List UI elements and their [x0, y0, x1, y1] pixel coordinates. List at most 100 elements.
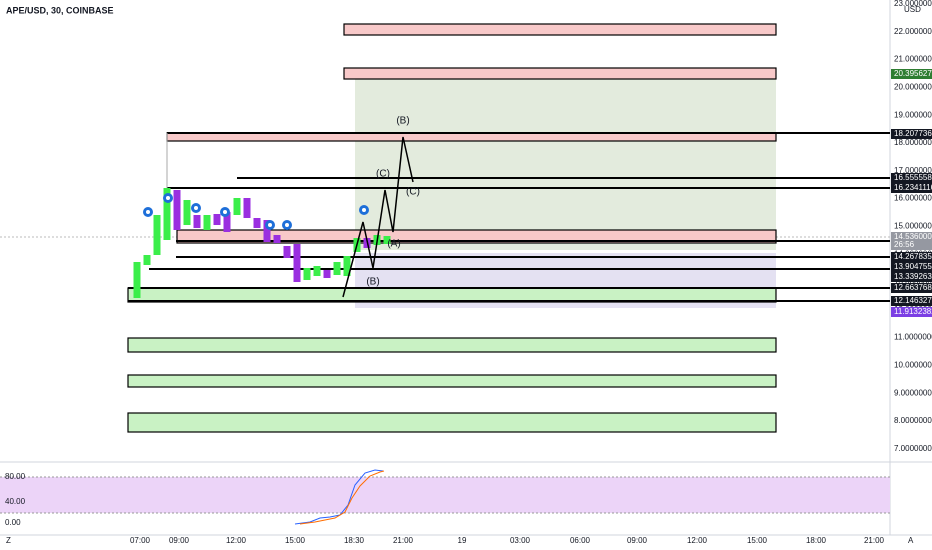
price-tag-bg — [891, 69, 932, 79]
time-tick-label: 09:00 — [627, 536, 648, 545]
time-tick-label: 09:00 — [169, 536, 190, 545]
time-tick-label: 21:00 — [864, 536, 885, 545]
wave-label: (B) — [396, 116, 409, 127]
candle — [233, 198, 241, 215]
candle — [193, 215, 201, 228]
zone-box — [127, 412, 777, 433]
zone-box — [176, 229, 777, 244]
candle — [203, 215, 211, 230]
price-tag-bg — [891, 296, 932, 306]
time-tick-label: 12:00 — [226, 536, 247, 545]
time-tick-label: 15:00 — [285, 536, 306, 545]
candle — [303, 268, 311, 280]
price-tag: 11.91323820 — [894, 307, 932, 316]
candle — [243, 198, 251, 218]
signal-dot — [362, 208, 366, 212]
indicator-tick-label: 40.00 — [5, 497, 26, 506]
price-tag: 14.53600000 — [894, 232, 932, 241]
candle — [333, 262, 341, 275]
symbol-title: APE/USD, 30, COINBASE — [6, 5, 114, 15]
time-tick-label: 15:00 — [747, 536, 768, 545]
candle — [213, 214, 221, 225]
price-tick-label: 21.00000000 — [894, 55, 932, 64]
corner-right[interactable]: A — [908, 536, 914, 545]
candle — [173, 190, 181, 230]
indicator-tick-label: 80.00 — [5, 472, 26, 481]
time-tick-label: 06:00 — [570, 536, 591, 545]
price-tick-label: 11.00000000 — [894, 333, 932, 342]
zone-box — [166, 132, 777, 142]
wave-label: (A) — [387, 239, 400, 250]
stoch-d — [299, 470, 385, 525]
price-tag-bg — [891, 183, 932, 193]
price-tag-bg — [891, 129, 932, 139]
price-tag: 12.14632764 — [894, 296, 932, 305]
price-tick-label: 19.00000000 — [894, 110, 932, 119]
price-tag-bg — [891, 173, 932, 183]
candle — [133, 262, 141, 298]
time-tick-label: 19 — [458, 536, 467, 545]
zone-box — [127, 337, 777, 353]
price-tag: 14.26783578 — [894, 252, 932, 261]
candle — [383, 236, 391, 244]
currency-label: USD — [904, 5, 921, 14]
price-tick-label: 8.00000000 — [894, 416, 932, 425]
price-tick-label: 10.00000000 — [894, 361, 932, 370]
price-tag-bg — [891, 307, 932, 317]
indicator-band — [0, 477, 890, 513]
price-tick-label: 9.00000000 — [894, 388, 932, 397]
candle — [163, 188, 171, 240]
candle — [153, 215, 161, 255]
price-tag: 18.20773651 — [894, 129, 932, 138]
price-tick-label: 22.00000000 — [894, 27, 932, 36]
price-tag-bg — [891, 272, 932, 282]
zone-box — [343, 67, 777, 80]
time-tick-label: 21:00 — [393, 536, 414, 545]
price-tick-label: 18.00000000 — [894, 138, 932, 147]
time-tick-label: 18:30 — [344, 536, 365, 545]
price-tag-bg — [891, 283, 932, 293]
candle — [343, 256, 351, 276]
signal-dot — [223, 210, 227, 214]
price-tag: 20.39562786 — [894, 69, 932, 78]
candle — [273, 235, 281, 243]
signal-dot — [166, 196, 170, 200]
price-tag-bg — [891, 240, 932, 250]
price-tick-label: 7.00000000 — [894, 444, 932, 453]
price-tick-label: 16.00000000 — [894, 194, 932, 203]
profit-zone — [355, 78, 776, 250]
signal-dot — [268, 223, 272, 227]
price-tick-label: 15.00000000 — [894, 222, 932, 231]
time-tick-label: 07:00 — [130, 536, 151, 545]
stoch-k — [294, 469, 384, 525]
time-tick-label: 12:00 — [687, 536, 708, 545]
wave-path — [342, 136, 414, 298]
price-tag: 16.55555847 — [894, 173, 932, 182]
indicator-tick-label: 0.00 — [5, 518, 21, 527]
price-tag: 13.90475577 — [894, 262, 932, 271]
candle — [323, 270, 331, 278]
signal-dot — [146, 210, 150, 214]
candle — [223, 212, 231, 232]
zone-box — [127, 287, 777, 303]
price-tag-bg — [891, 232, 932, 242]
price-tag: 13.33926313 — [894, 272, 932, 281]
candle — [283, 246, 291, 258]
price-tick-label: 20.00000000 — [894, 83, 932, 92]
price-tick-label: 23.00000000 — [894, 0, 932, 8]
candle — [313, 266, 321, 276]
candle — [253, 218, 261, 228]
zone-box — [127, 374, 777, 388]
corner-left[interactable]: Z — [6, 536, 11, 545]
time-tick-label: 18:00 — [806, 536, 827, 545]
candle — [183, 200, 191, 225]
price-tag-bg — [891, 252, 932, 262]
signal-dot — [285, 223, 289, 227]
candle — [263, 220, 271, 242]
candle — [143, 255, 151, 265]
price-tag-bg — [891, 262, 932, 272]
signal-dot — [194, 206, 198, 210]
wave-label: (C) — [406, 187, 420, 198]
zone-box — [343, 23, 777, 36]
